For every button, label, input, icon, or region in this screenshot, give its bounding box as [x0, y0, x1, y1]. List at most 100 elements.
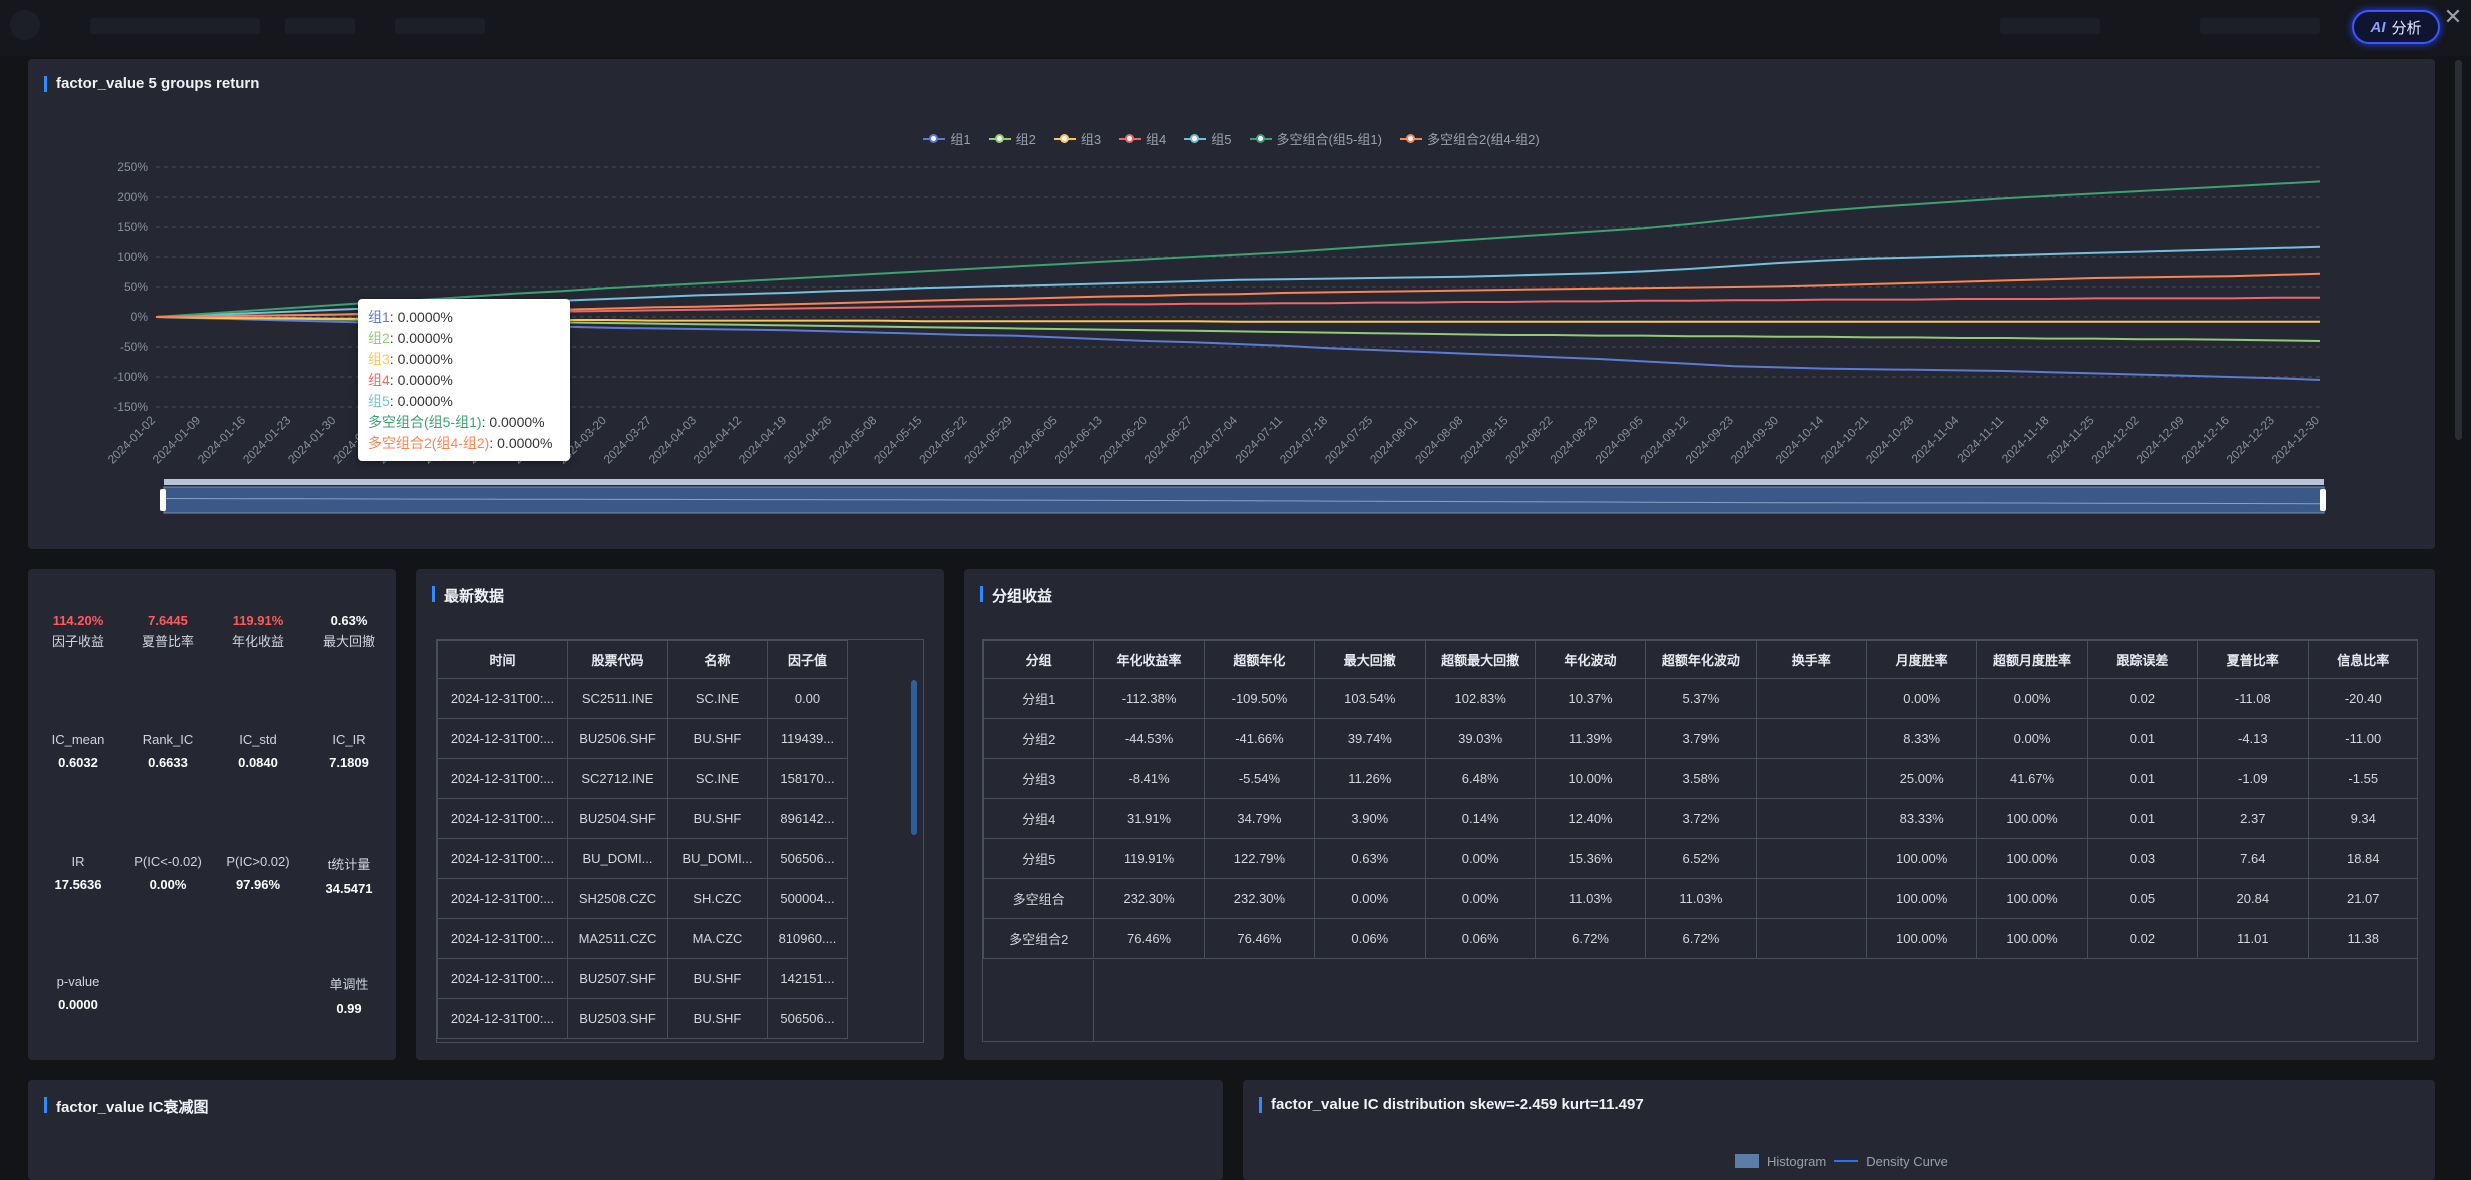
table-header-cell[interactable]: 超额年化 — [1203, 640, 1316, 679]
legend-item[interactable]: 多空组合2(组4-组2) — [1399, 129, 1540, 148]
tooltip-row: 多空组合2(组4-组2): 0.0000% — [368, 435, 553, 451]
table-row[interactable]: 多空组合2 76.46% 76.46% 0.06% 0.06% 6.72% 6.72% 100… — [983, 918, 2417, 959]
legend-item[interactable]: 组3 — [1053, 129, 1101, 148]
x-tick-label: 2024-06-20 — [1097, 413, 1151, 467]
table-header-cell[interactable]: 股票代码 — [567, 640, 668, 679]
table-cell: 896142... — [767, 798, 848, 839]
stat-label: IC_mean — [51, 732, 105, 747]
nav-placeholder — [90, 18, 260, 34]
zoom-handle-right — [2320, 489, 2326, 511]
legend-item[interactable]: 组1 — [923, 129, 971, 148]
table-row[interactable]: 2024-12-31T00:... SC2511.INE SC.INE 0.00 — [437, 678, 848, 719]
legend-label: 组2 — [1015, 132, 1036, 147]
table-header-cell[interactable]: 跟踪误差 — [2086, 640, 2199, 679]
latest-data-panel: 最新数据 时间 股票代码 名称 因子值 2024-12-31T00:... SC2511… — [416, 569, 944, 1060]
table-row[interactable]: 分组3 -8.41% -5.54% 11.26% 6.48% 10.00% 3.58% 25.… — [983, 758, 2417, 799]
group-returns-title: 分组收益 — [980, 585, 1052, 606]
legend-item[interactable]: 组4 — [1119, 129, 1166, 148]
table-cell: 2024-12-31T00:... — [437, 678, 568, 719]
nav-placeholder — [2000, 18, 2100, 34]
table-row[interactable]: 2024-12-31T00:... BU2504.SHF BU.SHF 896142.… — [437, 798, 848, 839]
chart-legend[interactable]: 组1 组2 组3 组4 组5 多空组合(组5-组1) 多空组合2(组4-组2) — [28, 129, 2435, 148]
table-cell: 6.72% — [1534, 918, 1647, 959]
table-header-cell[interactable]: 月度胜率 — [1865, 640, 1978, 679]
table-cell: 0.00% — [1976, 718, 2088, 759]
table-cell — [1755, 918, 1868, 959]
stat-metric: IR 17.5636 — [28, 854, 128, 892]
x-tick-label: 2024-10-21 — [1818, 413, 1872, 467]
table-cell: 122.79% — [1203, 838, 1316, 879]
table-cell: SC2511.INE — [567, 678, 668, 719]
table-header-cell[interactable]: 因子值 — [767, 640, 848, 679]
table-cell: 分组4 — [983, 798, 1095, 839]
table-row[interactable]: 分组5 119.91% 122.79% 0.63% 0.00% 15.36% 6.52% 10… — [983, 838, 2417, 879]
table-row[interactable]: 分组4 31.91% 34.79% 3.90% 0.14% 12.40% 3.72% 83.3… — [983, 798, 2417, 839]
tooltip-series-name: 多空组合(组5-组1) — [368, 414, 482, 430]
table-row[interactable]: 2024-12-31T00:... BU2503.SHF BU.SHF 506506.… — [437, 998, 848, 1039]
table-header-cell[interactable]: 分组 — [983, 640, 1095, 679]
series-line — [155, 180, 2321, 318]
table-header-cell[interactable]: 夏普比率 — [2197, 640, 2309, 679]
table-header-cell[interactable]: 超额年化波动 — [1645, 640, 1757, 679]
table-cell: SC2712.INE — [567, 758, 668, 799]
table-header-cell[interactable]: 超额最大回撤 — [1424, 640, 1536, 679]
table-header-cell[interactable]: 超额月度胜率 — [1976, 640, 2088, 679]
close-icon[interactable]: ✕ — [2443, 4, 2463, 29]
y-tick-label: 0% — [131, 310, 149, 324]
x-tick-label: 2024-06-27 — [1142, 413, 1196, 467]
ai-analysis-button[interactable]: AI 分析 — [2352, 10, 2440, 44]
table-row[interactable]: 多空组合 232.30% 232.30% 0.00% 0.00% 11.03% 11.03%… — [983, 878, 2417, 919]
table-header-cell[interactable]: 换手率 — [1755, 640, 1868, 679]
table-cell: 0.01 — [2086, 798, 2199, 839]
tooltip-series-name: 组5 — [368, 393, 390, 409]
table-row[interactable]: 2024-12-31T00:... BU2506.SHF BU.SHF 119439.… — [437, 718, 848, 759]
table-scrollbar-thumb[interactable] — [911, 680, 917, 835]
x-tick-label: 2024-04-12 — [691, 413, 745, 467]
table-row[interactable]: 分组1 -112.38% -109.50% 103.54% 102.83% 10.37% 5… — [983, 678, 2417, 719]
table-cell: 3.72% — [1645, 798, 1757, 839]
table-header-cell[interactable]: 名称 — [667, 640, 768, 679]
table-cell: -109.50% — [1203, 678, 1316, 719]
table-cell: 21.07 — [2307, 878, 2417, 919]
table-cell: 0.00% — [1865, 678, 1978, 719]
legend-swatch-icon — [1399, 133, 1422, 145]
tooltip-row: 组1: 0.0000% — [368, 309, 453, 325]
table-cell: -11.00 — [2307, 718, 2417, 759]
table-row[interactable]: 2024-12-31T00:... MA2511.CZC MA.CZC 810960.… — [437, 918, 848, 959]
legend-item[interactable]: 组5 — [1184, 129, 1232, 148]
table-row[interactable]: 2024-12-31T00:... SH2508.CZC SH.CZC 500004.… — [437, 878, 848, 919]
table-header-cell[interactable]: 年化波动 — [1534, 640, 1647, 679]
stat-metric: 7.6445 夏普比率 — [118, 613, 218, 650]
x-tick-label: 2024-11-04 — [1909, 413, 1962, 466]
table-cell: 119.91% — [1093, 838, 1205, 879]
table-cell: 506506... — [767, 838, 848, 879]
ic-distribution-legend[interactable]: Histogram Density Curve — [1735, 1154, 1948, 1169]
table-cell: 232.30% — [1093, 878, 1205, 919]
table-header-cell[interactable]: 时间 — [437, 640, 568, 679]
x-tick-label: 2024-12-02 — [2088, 413, 2142, 467]
legend-item[interactable]: 多空组合(组5-组1) — [1249, 129, 1382, 148]
table-header-cell[interactable]: 信息比率 — [2307, 640, 2417, 679]
table-row[interactable]: 分组2 -44.53% -41.66% 39.74% 39.03% 11.39% 3.79%… — [983, 718, 2417, 759]
latest-data-table-wrapper[interactable]: 时间 股票代码 名称 因子值 2024-12-31T00:... SC2511.INE S… — [436, 639, 924, 1043]
tooltip-row: 组3: 0.0000% — [368, 351, 453, 367]
table-cell: 0.00% — [1424, 838, 1536, 879]
legend-item[interactable]: 组2 — [988, 129, 1036, 148]
stat-value: 119.91% — [232, 613, 284, 628]
table-cell: 11.01 — [2197, 918, 2309, 959]
table-cell: 11.03% — [1645, 878, 1757, 919]
table-row[interactable]: 2024-12-31T00:... BU_DOMI... BU_DOMI... 506… — [437, 838, 848, 879]
table-cell: BU2507.SHF — [567, 958, 668, 999]
table-cell — [1755, 718, 1868, 759]
x-tick-label: 2024-04-03 — [646, 413, 700, 467]
table-cell: 11.03% — [1534, 878, 1647, 919]
x-tick-label: 2024-08-22 — [1502, 413, 1556, 467]
nav-placeholder — [395, 18, 485, 34]
table-row[interactable]: 2024-12-31T00:... SC2712.INE SC.INE 158170.… — [437, 758, 848, 799]
table-header-cell[interactable]: 年化收益率 — [1093, 640, 1205, 679]
y-tick-label: -150% — [113, 400, 148, 414]
stat-label: 最大回撤 — [322, 634, 375, 649]
table-header-cell[interactable]: 最大回撤 — [1314, 640, 1426, 679]
table-row[interactable]: 2024-12-31T00:... BU2507.SHF BU.SHF 142151.… — [437, 958, 848, 999]
page-scrollbar[interactable] — [2455, 60, 2462, 440]
